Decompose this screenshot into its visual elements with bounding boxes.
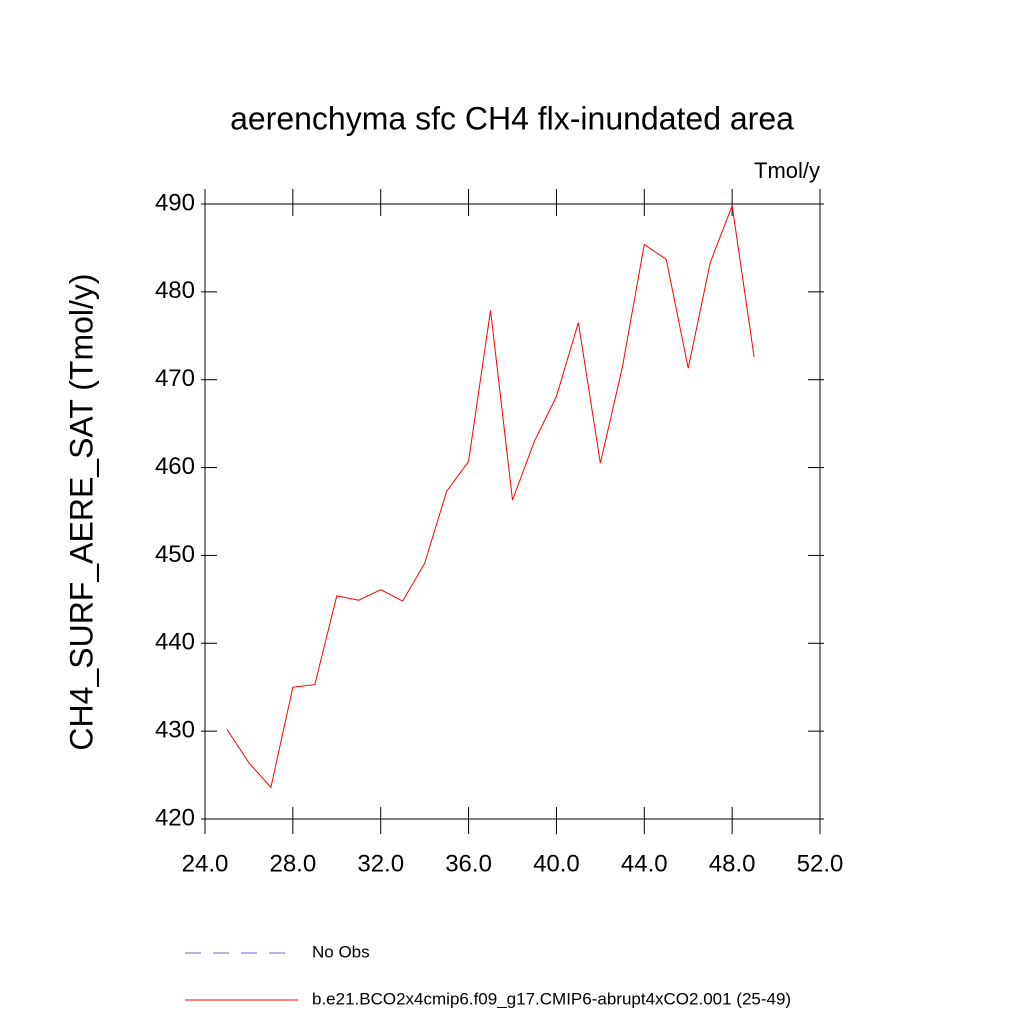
units-label: Tmol/y	[754, 158, 820, 183]
x-tick-label: 40.0	[533, 850, 580, 877]
y-tick-label: 450	[155, 541, 195, 568]
y-tick-label: 420	[155, 804, 195, 831]
x-tick-label: 44.0	[621, 850, 668, 877]
y-tick-label: 490	[155, 189, 195, 216]
plot-frame	[204, 203, 821, 820]
y-tick-label: 460	[155, 453, 195, 480]
x-tick-label: 52.0	[797, 850, 844, 877]
x-tick-label: 48.0	[709, 850, 756, 877]
x-tick-label: 24.0	[182, 850, 229, 877]
x-tick-label: 28.0	[269, 850, 316, 877]
legend-label: b.e21.BCO2x4cmip6.f09_g17.CMIP6-abrupt4x…	[312, 989, 791, 1008]
legend-label: No Obs	[312, 942, 370, 961]
y-axis-label: CH4_SURF_AERE_SAT (Tmol/y)	[63, 273, 99, 750]
chart-title: aerenchyma sfc CH4 flx-inundated area	[230, 100, 794, 136]
y-tick-label: 440	[155, 629, 195, 656]
data-line	[226, 203, 755, 789]
x-tick-label: 36.0	[445, 850, 492, 877]
y-tick-label: 430	[155, 716, 195, 743]
y-tick-label: 470	[155, 365, 195, 392]
y-tick-label: 480	[155, 277, 195, 304]
x-tick-label: 32.0	[357, 850, 404, 877]
